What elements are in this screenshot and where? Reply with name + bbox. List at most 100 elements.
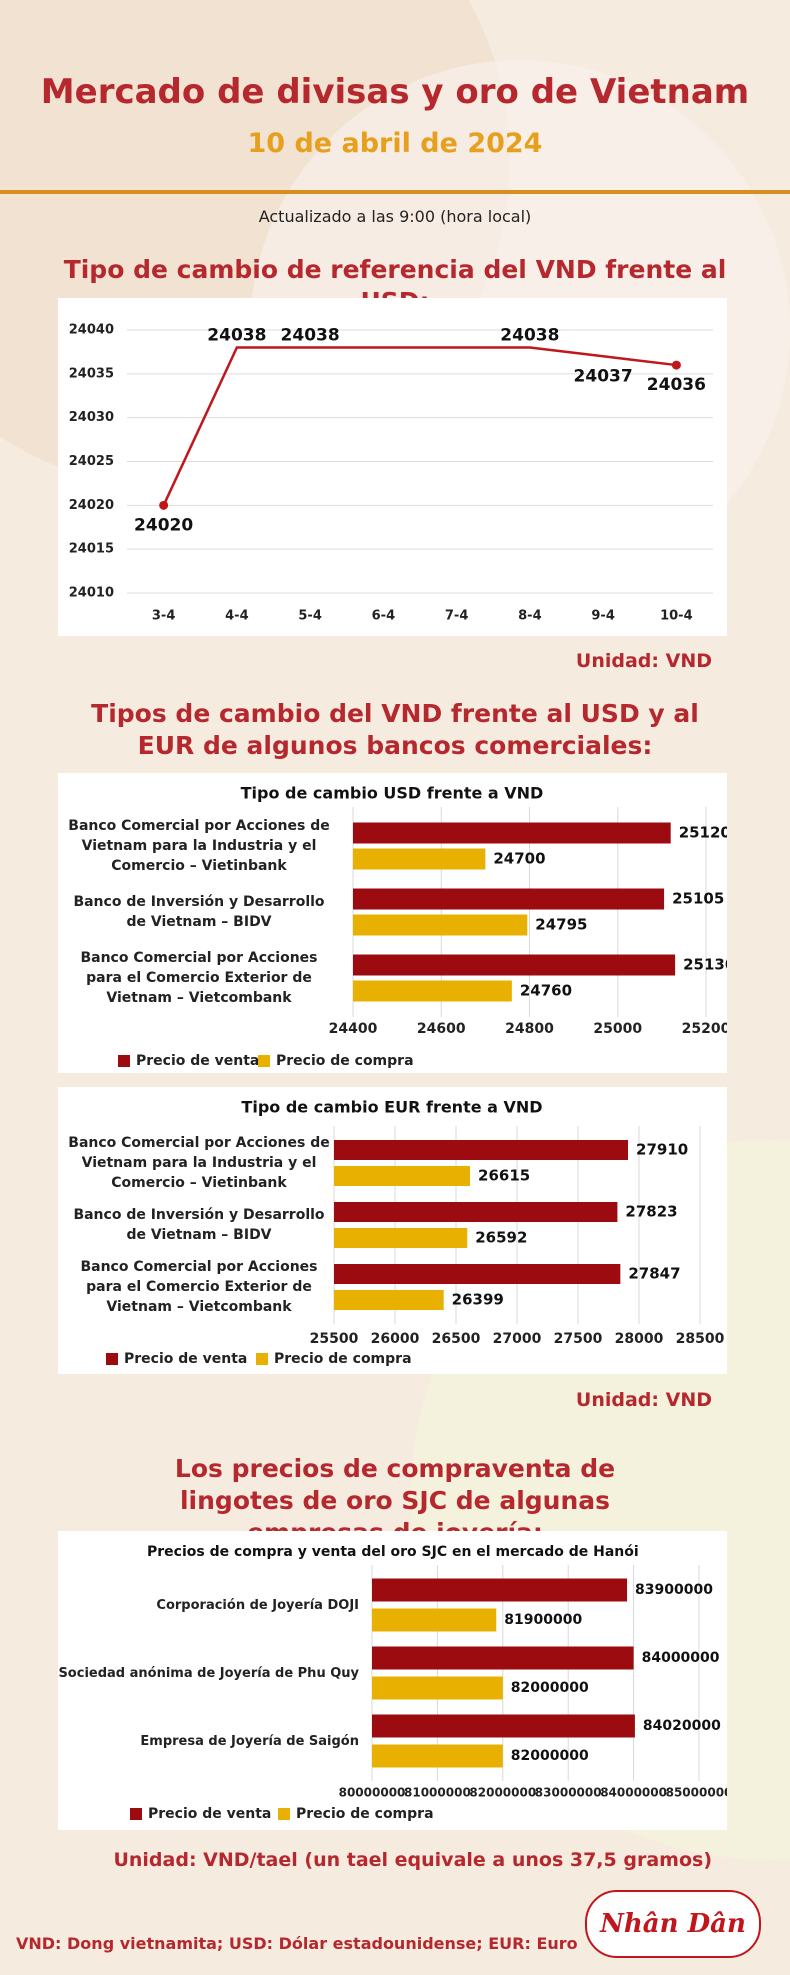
- chart: Tipo de cambio USD frente a VND 24400 2460…: [118, 784, 727, 1069]
- data-label: 84000000: [642, 1650, 720, 1666]
- bar: [353, 980, 512, 1002]
- bar: [353, 954, 676, 976]
- data-label: 82000000: [511, 1680, 589, 1696]
- bar: [334, 1290, 444, 1310]
- point: [671, 360, 681, 370]
- x-tick-label: 7-4: [445, 609, 469, 624]
- chart-box: Tipo de cambio EUR frente a VND 25500 2600…: [58, 1087, 727, 1374]
- chart-box: Tipo de cambio USD frente a VND 24400 2460…: [58, 773, 727, 1073]
- x-tick-label: 27000: [493, 1331, 542, 1347]
- chart: Tipo de cambio EUR frente a VND 25500 2600…: [106, 1098, 725, 1367]
- legend-label: Precio de compra: [274, 1351, 412, 1367]
- chart-box: 24010 24015 24020 24025 24030 24035 24040 3-4 4-…: [58, 298, 727, 636]
- bar: [372, 1744, 503, 1768]
- point: [159, 500, 169, 510]
- bar: [353, 848, 486, 870]
- x-tick-label: 84000000: [600, 1786, 667, 1800]
- data-label: 24038: [500, 326, 559, 346]
- data-label: 24038: [281, 326, 340, 346]
- bar: [334, 1202, 618, 1222]
- unit: Unidad: VND: [575, 650, 712, 672]
- data-label: 25120: [679, 824, 727, 842]
- x-tick-label: 24600: [417, 1021, 466, 1037]
- bar: [372, 1578, 628, 1602]
- bar: [353, 914, 528, 936]
- chart-title: Tipo de cambio USD frente a VND: [241, 784, 544, 803]
- chart-box: Precios de compra y venta del oro SJC en…: [58, 1531, 727, 1830]
- bar: [334, 1166, 471, 1186]
- x-tick-label: 25500: [310, 1331, 359, 1347]
- legend-label: Precio de venta: [148, 1806, 271, 1822]
- legend-swatch: [278, 1808, 290, 1820]
- category-label: Sociedad anónima de Joyería de Phu Quy: [58, 1665, 359, 1681]
- updated: Actualizado a las 9:00 (hora local): [258, 207, 532, 226]
- category-label: Banco Comercial por Acciones de Vietnam …: [68, 1135, 330, 1191]
- category-label: Corporación de Joyería DOJI: [156, 1597, 359, 1613]
- legend-swatch: [256, 1353, 268, 1365]
- data-label: 26615: [478, 1167, 530, 1185]
- category-label: Banco Comercial por Acciones para el Com…: [80, 1259, 318, 1315]
- x-tick-label: 83000000: [535, 1786, 602, 1800]
- legend-swatch: [258, 1055, 270, 1067]
- chart-title: Tipo de cambio EUR frente a VND: [241, 1098, 542, 1117]
- data-label: 27823: [625, 1203, 677, 1221]
- data-label: 84020000: [643, 1718, 721, 1734]
- category-label: Banco Comercial por Acciones para el Com…: [80, 950, 318, 1006]
- date: 10 de abril de 2024: [247, 128, 543, 159]
- chart: 24010 24015 24020 24025 24030 24035 24040 3-4 4-…: [69, 323, 713, 624]
- y-tick-label: 24030: [69, 410, 114, 425]
- section-title: Tipos de cambio del VND frente al USD y …: [91, 699, 699, 760]
- x-tick-label: 28000: [615, 1331, 664, 1347]
- x-tick-label: 85000000: [666, 1786, 727, 1800]
- data-label: 24700: [493, 850, 545, 868]
- x-tick-label: 27500: [554, 1331, 603, 1347]
- legend-label: Precio de venta: [136, 1053, 259, 1069]
- y-tick-label: 24015: [69, 542, 114, 557]
- unit: Unidad: VND: [575, 1389, 712, 1411]
- x-tick-label: 4-4: [225, 609, 249, 624]
- bar: [334, 1264, 621, 1284]
- y-tick-label: 24035: [69, 366, 114, 381]
- x-tick-label: 25000: [593, 1021, 642, 1037]
- category-label: Banco de Inversión y Desarrollo de Vietn…: [73, 1207, 325, 1243]
- data-label: 24038: [207, 326, 266, 346]
- x-tick-label: 26500: [432, 1331, 481, 1347]
- x-tick-label: 6-4: [372, 609, 396, 624]
- footer-note: VND: Dong vietnamita; USD: Dólar estadou…: [16, 1934, 578, 1953]
- legend-label: Precio de compra: [276, 1053, 414, 1069]
- bar: [353, 822, 671, 844]
- x-tick-label: 8-4: [518, 609, 542, 624]
- bar: [372, 1714, 635, 1738]
- data-label: 25105: [672, 890, 724, 908]
- y-tick-label: 24010: [69, 586, 114, 601]
- bar: [334, 1228, 468, 1248]
- legend-swatch: [118, 1055, 130, 1067]
- bar: [372, 1676, 503, 1700]
- x-tick-label: 80000000: [339, 1786, 406, 1800]
- chart-title: Precios de compra y venta del oro SJC en…: [147, 1544, 639, 1560]
- unit: Unidad: VND/tael (un tael equivale a uno…: [113, 1849, 712, 1871]
- x-tick-label: 5-4: [298, 609, 322, 624]
- data-label: 25130: [683, 956, 727, 974]
- data-label: 24020: [134, 515, 193, 535]
- section-title: Los precios de compraventa de lingotes d…: [174, 1454, 616, 1547]
- data-label: 24037: [574, 366, 633, 386]
- x-tick-label: 25200: [682, 1021, 727, 1037]
- x-tick-label: 81000000: [404, 1786, 471, 1800]
- category-label: Banco Comercial por Acciones de Vietnam …: [68, 818, 330, 874]
- data-label: 24760: [520, 982, 572, 1000]
- logo: Nhân Dân: [585, 1890, 761, 1958]
- y-tick-label: 24025: [69, 454, 114, 469]
- category-label: Empresa de Joyería de Saigón: [140, 1733, 359, 1749]
- legend-label: Precio de venta: [124, 1351, 247, 1367]
- bar: [372, 1608, 497, 1632]
- data-label: 83900000: [635, 1582, 713, 1598]
- data-label: 26399: [452, 1291, 504, 1309]
- data-label: 24036: [647, 375, 706, 395]
- x-tick-label: 24800: [505, 1021, 554, 1037]
- data-label: 81900000: [504, 1612, 582, 1628]
- line: [162, 346, 677, 506]
- legend-swatch: [106, 1353, 118, 1365]
- data-label: 82000000: [511, 1748, 589, 1764]
